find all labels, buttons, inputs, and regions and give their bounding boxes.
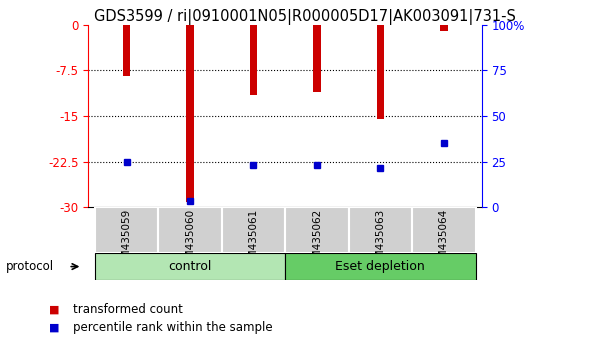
Bar	[313, 25, 321, 92]
Text: GSM435063: GSM435063	[375, 209, 386, 272]
Bar	[123, 25, 131, 76]
Bar	[186, 25, 194, 202]
Text: transformed count: transformed count	[73, 303, 183, 316]
Text: GSM435062: GSM435062	[312, 209, 322, 272]
Bar	[349, 207, 412, 253]
Text: Eset depletion: Eset depletion	[336, 260, 425, 273]
Text: protocol: protocol	[6, 260, 54, 273]
Bar	[95, 207, 158, 253]
Text: control: control	[168, 260, 212, 273]
Bar	[412, 207, 476, 253]
Text: GSM435059: GSM435059	[121, 209, 132, 272]
Text: GSM435060: GSM435060	[185, 209, 195, 272]
Text: GDS3599 / ri|0910001N05|R000005D17|AK003091|731-S: GDS3599 / ri|0910001N05|R000005D17|AK003…	[94, 9, 516, 25]
Text: percentile rank within the sample: percentile rank within the sample	[73, 321, 273, 334]
Text: GSM435064: GSM435064	[439, 209, 449, 272]
Bar	[440, 25, 448, 31]
Bar	[221, 207, 285, 253]
Bar	[158, 207, 221, 253]
Text: ■: ■	[49, 305, 59, 315]
Bar	[285, 253, 476, 280]
Bar	[376, 25, 384, 119]
Bar	[95, 253, 285, 280]
Text: GSM435061: GSM435061	[248, 209, 259, 272]
Text: ■: ■	[49, 322, 59, 332]
Bar	[249, 25, 257, 95]
Bar	[285, 207, 349, 253]
